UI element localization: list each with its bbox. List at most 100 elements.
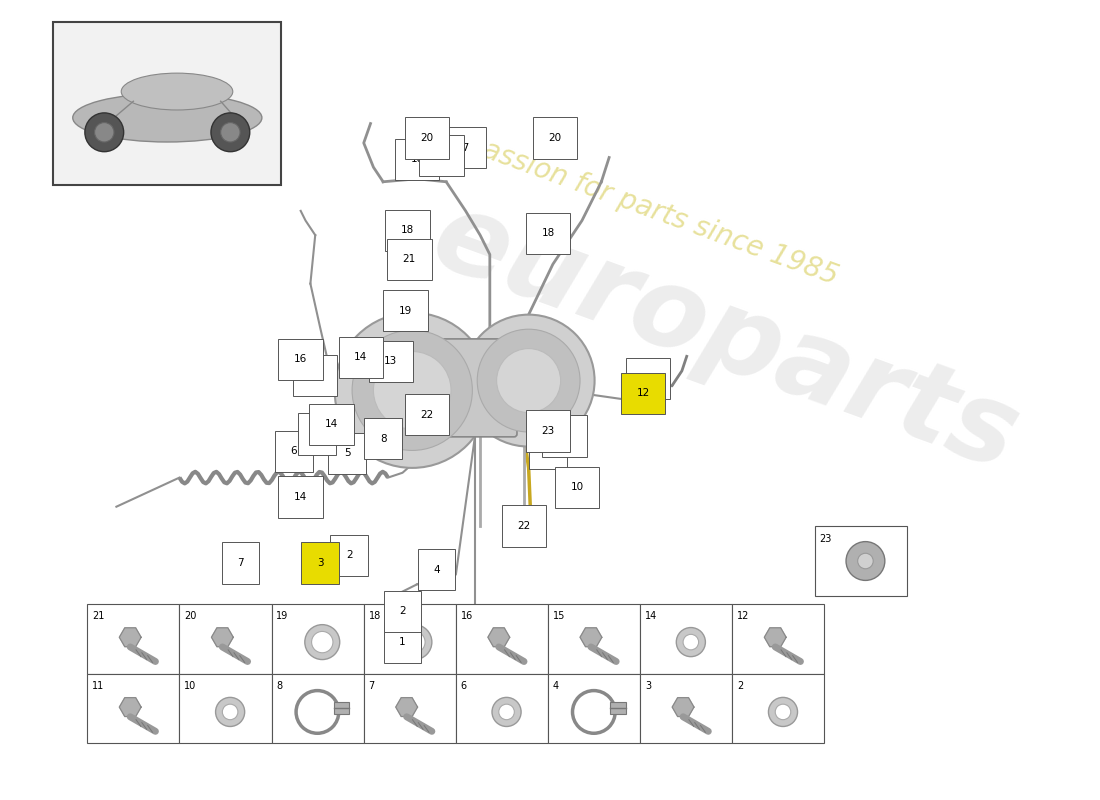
Ellipse shape	[121, 73, 233, 110]
Text: 14: 14	[326, 419, 339, 430]
Circle shape	[846, 542, 884, 581]
Text: 20: 20	[185, 611, 197, 622]
Text: 5: 5	[344, 448, 351, 458]
Text: 19: 19	[399, 306, 412, 316]
Text: 1: 1	[399, 638, 406, 647]
Text: 3: 3	[645, 682, 651, 691]
Text: 2: 2	[737, 682, 744, 691]
Circle shape	[352, 330, 472, 450]
Polygon shape	[580, 628, 602, 646]
Bar	[733, 674, 825, 743]
Text: 8: 8	[379, 434, 386, 444]
Bar	[364, 604, 455, 674]
Text: 3: 3	[317, 558, 323, 568]
Circle shape	[397, 625, 432, 659]
Circle shape	[222, 704, 238, 720]
Text: 21: 21	[403, 254, 416, 264]
Circle shape	[373, 351, 451, 429]
Text: 6: 6	[461, 682, 466, 691]
Circle shape	[496, 349, 561, 413]
FancyBboxPatch shape	[433, 339, 517, 437]
Text: 11: 11	[641, 374, 654, 384]
Bar	[455, 674, 548, 743]
Polygon shape	[120, 628, 141, 646]
Bar	[640, 604, 733, 674]
Bar	[815, 526, 906, 596]
Circle shape	[404, 631, 425, 653]
Text: 10: 10	[571, 482, 584, 492]
Bar	[179, 604, 272, 674]
Circle shape	[492, 698, 521, 726]
Text: 18: 18	[410, 154, 424, 165]
Circle shape	[305, 625, 340, 659]
Bar	[455, 604, 548, 674]
Text: 7: 7	[238, 558, 244, 568]
Text: 9: 9	[544, 443, 551, 454]
Text: 19: 19	[276, 611, 288, 622]
Text: 20: 20	[548, 133, 561, 143]
Text: 17: 17	[456, 143, 471, 153]
Bar	[87, 604, 179, 674]
Text: 7: 7	[368, 682, 375, 691]
Text: 23: 23	[541, 426, 554, 436]
Text: 18: 18	[368, 611, 381, 622]
Text: 16: 16	[294, 354, 307, 364]
Text: 14: 14	[354, 352, 367, 362]
Bar	[334, 702, 350, 714]
Text: 15: 15	[309, 370, 322, 381]
Text: 2: 2	[345, 550, 352, 560]
Bar	[53, 22, 282, 185]
Bar	[87, 674, 179, 743]
Text: 18: 18	[541, 228, 554, 238]
Text: 8: 8	[276, 682, 283, 691]
Text: 4: 4	[433, 565, 440, 574]
Ellipse shape	[73, 94, 262, 142]
Circle shape	[334, 313, 490, 468]
Bar	[548, 604, 640, 674]
Polygon shape	[396, 698, 418, 717]
Circle shape	[858, 554, 873, 569]
Text: 12: 12	[737, 611, 749, 622]
Polygon shape	[120, 698, 141, 717]
Text: 12: 12	[637, 388, 650, 398]
Text: 6: 6	[314, 429, 320, 439]
Text: 18: 18	[400, 226, 414, 235]
Circle shape	[683, 634, 698, 650]
Polygon shape	[488, 628, 509, 646]
Text: 10: 10	[558, 431, 571, 441]
Text: 13: 13	[384, 356, 397, 366]
Text: 22: 22	[517, 521, 530, 531]
Text: 2: 2	[399, 606, 406, 617]
Bar	[179, 674, 272, 743]
Polygon shape	[672, 698, 694, 717]
Text: 23: 23	[820, 534, 832, 544]
Text: 10: 10	[185, 682, 197, 691]
Polygon shape	[764, 628, 786, 646]
Text: 22: 22	[420, 410, 433, 419]
Circle shape	[769, 698, 798, 726]
Bar	[733, 604, 825, 674]
Text: 14: 14	[645, 611, 658, 622]
Text: 14: 14	[294, 492, 307, 502]
Bar	[364, 674, 455, 743]
Circle shape	[498, 704, 515, 720]
Text: 16: 16	[461, 611, 473, 622]
Circle shape	[85, 113, 123, 152]
Circle shape	[776, 704, 791, 720]
Text: 21: 21	[92, 611, 104, 622]
Text: europarts: europarts	[419, 182, 1033, 494]
Bar	[272, 674, 364, 743]
Text: 15: 15	[553, 611, 565, 622]
Text: 6: 6	[290, 446, 297, 457]
Circle shape	[95, 122, 114, 142]
Text: 20: 20	[420, 133, 433, 143]
Text: a passion for parts since 1985: a passion for parts since 1985	[438, 121, 843, 291]
Bar	[640, 674, 733, 743]
Polygon shape	[211, 628, 233, 646]
Circle shape	[676, 627, 705, 657]
Text: 4: 4	[553, 682, 559, 691]
Circle shape	[211, 113, 250, 152]
Circle shape	[216, 698, 244, 726]
Circle shape	[477, 329, 580, 432]
Bar	[610, 702, 626, 714]
